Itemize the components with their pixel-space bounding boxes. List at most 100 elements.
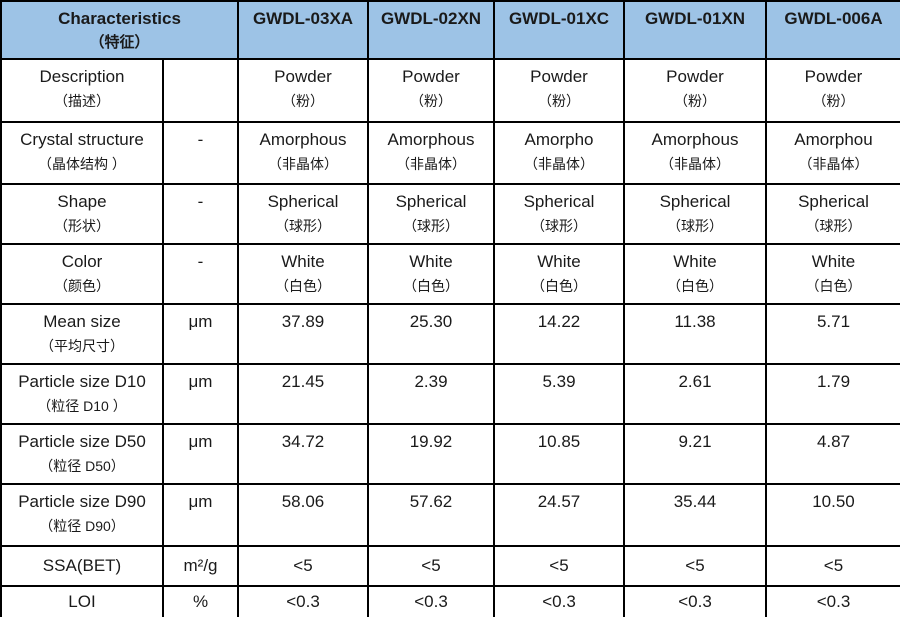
row-label-en: Crystal structure (20, 130, 144, 149)
value-en: Amorphous (259, 130, 347, 149)
value-en: Spherical (659, 192, 731, 211)
value-cell: Amorphous （非晶体） (367, 121, 495, 185)
header-cell-characteristics: Characteristics （特征） (0, 0, 239, 60)
table-row-loi: LOI % <0.3 <0.3 <0.3 <0.3 <0.3 (0, 585, 900, 617)
value-cell: 34.72 (237, 423, 369, 485)
value-zh: （非晶体） (524, 156, 594, 172)
value-en: Spherical (523, 192, 595, 211)
unit-cell: m²/g (162, 545, 239, 587)
value-cell: Amorphous （非晶体） (623, 121, 767, 185)
row-label-en: Particle size D50 (18, 432, 146, 451)
value-cell: 1.79 (765, 363, 900, 425)
value-zh: （非晶体） (660, 156, 730, 172)
row-label-en: LOI (68, 592, 96, 611)
header-cell-product-4: GWDL-006A (765, 0, 900, 60)
value-cell: Amorpho （非晶体） (493, 121, 625, 185)
value-en: White (537, 252, 581, 271)
row-label-zh: （平均尺寸） (40, 338, 124, 354)
value-cell: Spherical （球形） (623, 183, 767, 245)
value-cell: Powder （粉） (623, 58, 767, 123)
value-cell: White （白色） (493, 243, 625, 305)
value-cell: 2.61 (623, 363, 767, 425)
value-cell: 24.57 (493, 483, 625, 547)
value-cell: 11.38 (623, 303, 767, 365)
value-en: Spherical (395, 192, 467, 211)
value-zh: （白色） (403, 278, 459, 294)
unit-cell: μm (162, 363, 239, 425)
row-label-en: Particle size D10 (18, 372, 146, 391)
value-zh: （非晶体） (798, 156, 869, 172)
value-cell: 35.44 (623, 483, 767, 547)
value-cell: Amorphous （非晶体） (237, 121, 369, 185)
value-zh: （粉） (812, 93, 855, 109)
value-cell: White （白色） (367, 243, 495, 305)
value-cell: 14.22 (493, 303, 625, 365)
value-en: Powder (804, 67, 863, 86)
value-zh: （粉） (282, 93, 324, 109)
value-en: Amorphous (387, 130, 475, 149)
value-cell: 57.62 (367, 483, 495, 547)
value-cell: White （白色） (237, 243, 369, 305)
table-row-particle-size-d90: Particle size D90 （粒径 D90） μm 58.06 57.6… (0, 483, 900, 547)
value-cell: <5 (367, 545, 495, 587)
value-cell: 19.92 (367, 423, 495, 485)
value-en: Powder (530, 67, 588, 86)
value-zh: （白色） (667, 278, 723, 294)
value-en: White (409, 252, 453, 271)
unit-cell: μm (162, 423, 239, 485)
value-cell: <0.3 (367, 585, 495, 617)
table-row-crystal-structure: Crystal structure （晶体结构 ） - Amorphous （非… (0, 121, 900, 185)
table-row-ssa-bet: SSA(BET) m²/g <5 <5 <5 <5 <5 (0, 545, 900, 587)
row-label-shape: Shape （形状） (0, 183, 164, 245)
value-en: Spherical (798, 192, 869, 211)
value-zh: （球形） (805, 218, 862, 234)
value-cell: <0.3 (623, 585, 767, 617)
value-en: White (673, 252, 717, 271)
value-cell: Powder （粉） (493, 58, 625, 123)
row-label-zh: （描述） (54, 93, 110, 109)
value-cell: Spherical （球形） (765, 183, 900, 245)
value-en: Powder (274, 67, 332, 86)
value-en: White (811, 252, 856, 271)
value-cell: Amorphou （非晶体） (765, 121, 900, 185)
row-label-zh: （晶体结构 ） (38, 156, 126, 172)
characteristics-label-en: Characteristics (58, 9, 181, 28)
value-cell: Powder （粉） (367, 58, 495, 123)
value-cell: Powder （粉） (765, 58, 900, 123)
header-cell-product-1: GWDL-02XN (367, 0, 495, 60)
row-label-zh: （粒径 D10 ） (37, 398, 127, 414)
value-en: Amorpho (524, 130, 594, 149)
row-label-en: Particle size D90 (18, 492, 146, 511)
value-zh: （球形） (531, 218, 587, 234)
row-label-crystal-structure: Crystal structure （晶体结构 ） (0, 121, 164, 185)
value-zh: （粉） (538, 93, 580, 109)
value-cell: 37.89 (237, 303, 369, 365)
value-cell: <5 (237, 545, 369, 587)
value-en: Spherical (267, 192, 339, 211)
value-cell: Spherical （球形） (237, 183, 369, 245)
row-label-en: Shape (57, 192, 107, 211)
value-zh: （白色） (275, 278, 331, 294)
value-zh: （粉） (674, 93, 716, 109)
table-row-color: Color （颜色） - White （白色） White （白色） White… (0, 243, 900, 305)
value-cell: <0.3 (237, 585, 369, 617)
row-label-en: Description (39, 67, 125, 86)
row-label-en: Mean size (43, 312, 121, 331)
row-label-zh: （形状） (54, 218, 110, 234)
table-row-mean-size: Mean size （平均尺寸） μm 37.89 25.30 14.22 11… (0, 303, 900, 365)
table-row-shape: Shape （形状） - Spherical （球形） Spherical （球… (0, 183, 900, 245)
header-cell-product-2: GWDL-01XC (493, 0, 625, 60)
unit-cell (162, 58, 239, 123)
value-cell: Spherical （球形） (493, 183, 625, 245)
table-row-description: Description （描述） Powder （粉） Powder （粉） P… (0, 58, 900, 123)
row-label-particle-size-d10: Particle size D10 （粒径 D10 ） (0, 363, 164, 425)
value-cell: 10.85 (493, 423, 625, 485)
value-en: Powder (666, 67, 724, 86)
unit-cell: μm (162, 483, 239, 547)
value-zh: （球形） (403, 218, 459, 234)
unit-cell: - (162, 183, 239, 245)
value-cell: 58.06 (237, 483, 369, 547)
value-cell: White （白色） (623, 243, 767, 305)
